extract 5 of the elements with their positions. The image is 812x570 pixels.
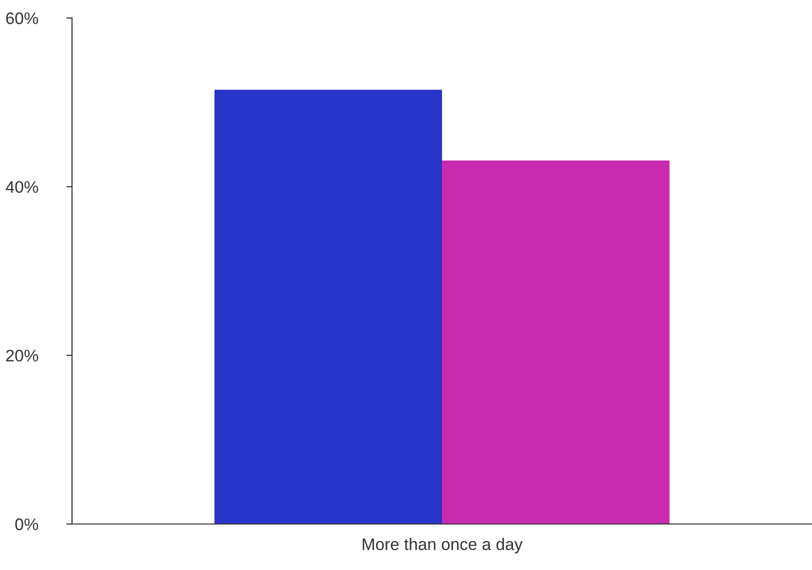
x-tick-label: More than once a day <box>362 538 523 554</box>
y-tick-label: 60% <box>6 12 38 24</box>
y-tick-label: 40% <box>6 181 38 193</box>
y-tick-label: 0% <box>15 518 38 530</box>
y-tick-label: 20% <box>6 350 38 362</box>
